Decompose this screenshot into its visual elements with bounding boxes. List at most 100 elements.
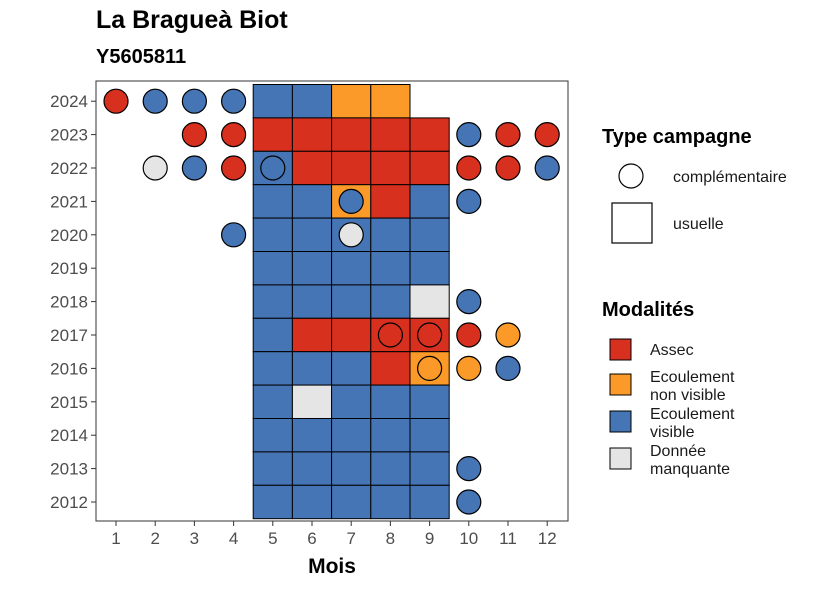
legend-square-key [611, 202, 653, 244]
point-2022-5 [260, 155, 286, 181]
tile-2023-8 [370, 117, 411, 152]
tile-2018-8 [370, 284, 411, 319]
tile-2022-6 [291, 150, 333, 186]
tile-2016-6 [291, 351, 333, 386]
point-2022-3 [181, 155, 207, 181]
y-tick-label: 2015 [50, 393, 88, 412]
point-2023-10 [456, 122, 482, 148]
tile-2020-9 [409, 217, 450, 253]
tile-2022-9 [409, 150, 450, 186]
tile-2017-6 [291, 317, 333, 353]
tile-2014-9 [409, 418, 450, 453]
tile-2021-8 [370, 184, 411, 219]
x-axis-label: Mois [308, 555, 356, 578]
x-tick-label: 9 [425, 529, 434, 548]
point-2017-11 [495, 322, 521, 348]
x-tick-label: 7 [346, 529, 355, 548]
point-2022-4 [221, 155, 247, 181]
tile-2014-5 [252, 418, 293, 453]
tile-2019-8 [370, 251, 411, 286]
tile-2017-7 [331, 317, 372, 353]
point-2022-11 [495, 155, 521, 181]
tile-2020-5 [252, 217, 293, 253]
tile-2012-7 [331, 484, 372, 520]
tile-2013-9 [409, 451, 450, 486]
tile-2012-5 [252, 484, 293, 520]
tile-2023-7 [331, 117, 372, 152]
tile-2024-8 [370, 84, 411, 119]
legend-shape-label: usuelle [673, 216, 724, 233]
point-2023-11 [495, 122, 521, 148]
tile-2013-8 [370, 451, 411, 486]
tile-2021-5 [252, 184, 293, 219]
tile-2018-7 [331, 284, 372, 319]
x-tick-label: 8 [386, 529, 395, 548]
point-2017-10 [456, 322, 482, 348]
point-2024-4 [221, 88, 247, 114]
tile-2012-9 [409, 484, 450, 520]
point-2021-7 [338, 188, 364, 214]
x-tick-label: 6 [307, 529, 316, 548]
tile-2014-7 [331, 418, 372, 453]
legend-color-key-donnee_manquante [609, 447, 632, 470]
tile-2012-6 [291, 484, 333, 520]
y-tick-label: 2021 [50, 192, 88, 211]
point-2022-12 [534, 155, 560, 181]
tile-2020-6 [291, 217, 333, 253]
legend-color-label: Donnée [650, 443, 706, 460]
y-tick-label: 2018 [50, 293, 88, 312]
tile-2013-6 [291, 451, 333, 486]
x-tick-label: 12 [538, 529, 557, 548]
tile-2013-5 [252, 451, 293, 486]
x-tick-label: 4 [229, 529, 238, 548]
point-2013-10 [456, 456, 482, 482]
tile-2022-7 [331, 150, 372, 186]
tile-2014-8 [370, 418, 411, 453]
legend-color-label: visible [650, 424, 695, 441]
tile-2021-6 [291, 184, 333, 219]
tile-2016-5 [252, 351, 293, 386]
tile-2023-9 [409, 117, 450, 152]
y-tick-label: 2012 [50, 493, 88, 512]
tile-2019-9 [409, 251, 450, 286]
tile-2018-6 [291, 284, 333, 319]
legend-color-key-assec [609, 338, 632, 361]
tile-2019-6 [291, 251, 333, 286]
x-tick-label: 5 [268, 529, 277, 548]
tile-2023-6 [291, 117, 333, 152]
y-tick-label: 2017 [50, 326, 88, 345]
point-2023-12 [534, 122, 560, 148]
legend-color-label: Assec [650, 342, 694, 359]
point-2020-7 [338, 222, 364, 248]
tile-2018-5 [252, 284, 293, 319]
tile-2018-9 [409, 284, 450, 319]
tile-2015-7 [331, 384, 372, 420]
x-tick-label: 10 [459, 529, 478, 548]
tile-2015-8 [370, 384, 411, 420]
point-2020-4 [221, 222, 247, 248]
tile-2024-5 [252, 84, 293, 119]
legend-color-key-ecoulement_visible [609, 410, 632, 433]
point-2024-1 [103, 88, 129, 114]
y-tick-label: 2023 [50, 126, 88, 145]
legend-color-label: Ecoulement [650, 369, 735, 386]
tile-2020-8 [370, 217, 411, 253]
point-2022-10 [456, 155, 482, 181]
tile-2024-6 [291, 84, 333, 119]
plot-border [95, 80, 569, 522]
tile-2019-5 [252, 251, 293, 286]
tile-2015-5 [252, 384, 293, 420]
y-tick-label: 2016 [50, 359, 88, 378]
legend-color-label: manquante [650, 461, 730, 478]
point-2016-9 [417, 355, 443, 381]
y-tick-label: 2019 [50, 259, 88, 278]
y-tick-label: 2024 [50, 92, 88, 111]
point-2024-3 [181, 88, 207, 114]
tile-2016-8 [370, 351, 411, 386]
tile-2023-5 [252, 117, 293, 152]
point-2017-9 [417, 322, 443, 348]
legend-circle-key [618, 163, 644, 189]
point-2023-3 [181, 122, 207, 148]
tile-2015-6 [291, 384, 333, 420]
